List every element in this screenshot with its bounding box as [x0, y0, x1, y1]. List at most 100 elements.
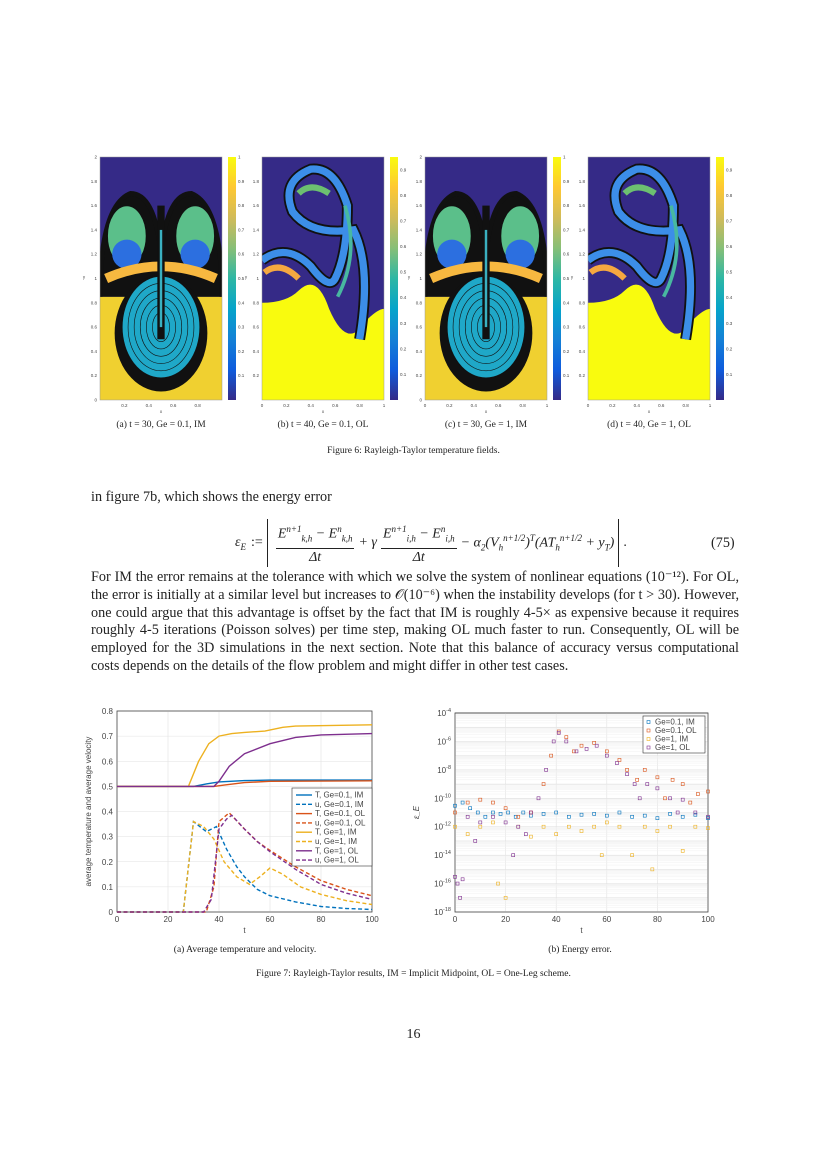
body-paragraph: For IM the error remains at the toleranc…	[91, 569, 739, 674]
colorbar-tick-label: 0.4	[400, 295, 407, 300]
colorbar-tick-label: 0.2	[563, 349, 570, 354]
x-tick-label: 60	[602, 915, 611, 924]
x-tick-label: 0.8	[519, 403, 526, 408]
colorbar-tick-label: 0.9	[400, 167, 407, 172]
data-point	[605, 820, 609, 825]
y-tick-label: 10-6	[437, 736, 451, 746]
data-point	[605, 753, 609, 758]
y-tick-label: 1.6	[416, 203, 423, 208]
colorbar-tick-label: 0.7	[238, 227, 245, 232]
temperature-field-panel: 0 0.2 0.4 0.6 0.8 1 1.2 1.4 1.6 1.8 2 0.2 0.4 0.6 0.8 x…	[83, 155, 245, 415]
data-point	[554, 832, 558, 836]
x-tick-label: 0.6	[495, 403, 502, 408]
x-tick-label: 1	[383, 403, 386, 408]
data-point	[592, 741, 596, 745]
data-point	[693, 824, 698, 829]
panel-caption: (a) t = 30, Ge = 0.1, IM	[116, 420, 206, 430]
colorbar-tick-label: 0.6	[726, 244, 733, 249]
eq-lhs: ε	[235, 534, 241, 550]
data-point	[544, 768, 548, 772]
x-tick-label: 0.2	[446, 403, 453, 408]
data-point	[645, 782, 650, 786]
data-point	[706, 789, 710, 794]
colorbar-tick-label: 0.1	[400, 372, 407, 377]
colorbar-tick-label: 0.6	[238, 252, 245, 257]
data-point	[706, 814, 710, 819]
colorbar-tick-label: 0.3	[726, 321, 733, 326]
figure-7a-caption: (a) Average temperature and velocity.	[173, 945, 317, 955]
data-point	[617, 810, 622, 815]
colorbar-tick-label: 0.3	[563, 325, 570, 330]
panel-caption: (b) t = 40, Ge = 0.1, OL	[277, 420, 369, 430]
temperature-field-panel: 0 0.2 0.4 0.6 0.8 1 1.2 1.4 1.6 1.8 2 0 0.2 0.4 0.6 0.8…	[408, 155, 570, 415]
y-tick-label: 1.8	[253, 179, 260, 184]
data-point	[668, 812, 672, 816]
series-line	[117, 732, 373, 788]
colorbar	[228, 157, 236, 400]
legend-entry: T, Ge=0.1, IM	[315, 791, 364, 800]
colorbar	[553, 157, 561, 400]
data-point	[605, 749, 609, 754]
y-axis-label: average temperature and average velocity	[84, 737, 93, 887]
data-point	[572, 749, 576, 754]
legend-entry: T, Ge=0.1, OL	[315, 809, 366, 818]
data-point	[473, 839, 478, 843]
data-point	[453, 803, 457, 808]
data-point	[491, 810, 495, 815]
data-point	[642, 813, 647, 818]
y-tick-label: 2	[94, 155, 97, 160]
data-point	[605, 813, 609, 818]
data-point	[567, 824, 571, 829]
colorbar-tick-label: 0.2	[238, 349, 245, 354]
data-point	[468, 806, 472, 811]
x-tick-label: 0	[261, 403, 264, 408]
y-axis-label: y	[245, 275, 248, 280]
colorbar-tick-label: 0.9	[563, 179, 570, 184]
legend-entry: Ge=0.1, IM	[655, 718, 695, 727]
data-point	[625, 772, 629, 776]
data-point	[655, 786, 660, 791]
y-tick-label: 1.4	[91, 227, 98, 232]
legend-entry: u, Ge=1, OL	[315, 856, 359, 865]
data-point	[668, 824, 672, 829]
y-tick-label: 1	[582, 276, 585, 281]
legend-entry: Ge=1, OL	[655, 743, 690, 752]
data-point	[574, 749, 579, 754]
y-tick-label: 10-10	[434, 793, 451, 803]
x-tick-label: 1	[709, 403, 712, 408]
x-tick-label: 0.6	[658, 403, 665, 408]
eq-lhs-group: εE	[235, 535, 246, 552]
data-point	[506, 810, 510, 815]
y-tick-label: 0.6	[102, 757, 114, 766]
abs-bar-right	[618, 519, 620, 567]
data-point	[503, 806, 508, 811]
data-point	[594, 743, 599, 748]
y-tick-label: 1.2	[579, 252, 586, 257]
y-tick-label: 0.2	[253, 373, 260, 378]
x-tick-label: 0.6	[332, 403, 339, 408]
data-point	[551, 739, 556, 744]
y-tick-label: 0.2	[91, 373, 98, 378]
x-tick-label: 0	[115, 915, 120, 924]
legend-entry: T, Ge=1, IM	[315, 828, 357, 837]
data-point	[460, 877, 465, 882]
legend-swatch	[646, 728, 651, 733]
eq-fraction-kinetic: En+1k,h − Enk,h Δt	[275, 519, 355, 567]
y-tick-label: 1.8	[91, 179, 98, 184]
temperature-field-heatmap	[100, 157, 222, 400]
y-tick-label: 0.8	[416, 300, 423, 305]
colorbar-tick-label: 0.2	[726, 346, 733, 351]
data-point	[635, 777, 639, 782]
y-axis-label: y	[571, 275, 574, 280]
data-point	[460, 800, 465, 805]
x-tick-label: 0	[587, 403, 590, 408]
colorbar-tick-label: 0.2	[400, 346, 407, 351]
data-point	[498, 812, 503, 816]
series-line	[117, 820, 373, 913]
data-point	[696, 792, 700, 796]
data-point	[554, 810, 558, 815]
data-point	[625, 768, 629, 772]
data-point	[524, 832, 528, 836]
colorbar-tick-label: 0.5	[400, 270, 407, 275]
